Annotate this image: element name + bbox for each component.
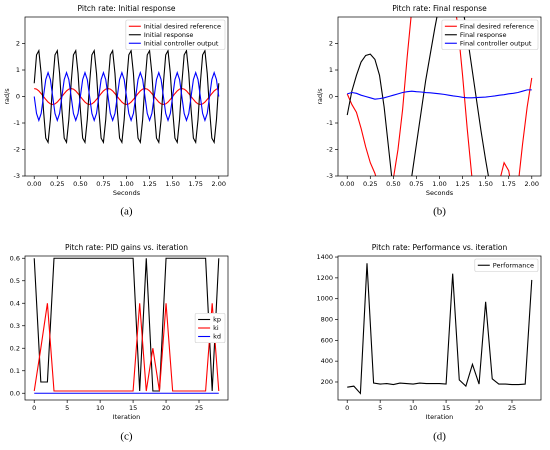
legend-label: kd xyxy=(213,333,221,341)
legend-label: kp xyxy=(213,316,221,324)
y-axis-label: rad/s xyxy=(3,88,11,105)
y-tick-label: 800 xyxy=(321,316,333,324)
legend-label: Final controller output xyxy=(460,39,532,47)
x-tick-label: 0.25 xyxy=(50,180,64,188)
legend-box xyxy=(125,19,226,50)
x-tick-label: 15 xyxy=(442,404,450,412)
series-line xyxy=(34,87,219,106)
x-tick-label: 0 xyxy=(32,404,36,412)
chart-title: Pitch rate: Final response xyxy=(392,4,487,13)
x-tick-label: 2.00 xyxy=(525,180,539,188)
legend-label: Initial desired reference xyxy=(144,22,221,30)
y-tick-label: 0.4 xyxy=(10,299,20,307)
y-tick-label: 0.1 xyxy=(10,367,20,375)
series-line xyxy=(33,303,220,392)
y-axis-label: rad/s xyxy=(316,88,324,105)
y-tick-label: 1400 xyxy=(316,253,333,261)
axes-frame xyxy=(337,255,542,401)
x-tick-label: 25 xyxy=(195,404,203,412)
legend-box xyxy=(441,19,539,50)
x-axis-label: Seconds xyxy=(113,189,141,197)
y-tick-label: -1 xyxy=(327,119,333,127)
x-axis-label: Seconds xyxy=(426,189,454,197)
legend-label: Performance xyxy=(493,261,534,269)
y-tick-label: -2 xyxy=(327,146,333,154)
y-tick-label: 0.6 xyxy=(10,254,20,262)
x-tick-label: 1.75 xyxy=(188,180,202,188)
x-tick-label: 1.00 xyxy=(119,180,133,188)
x-tick-label: 0.50 xyxy=(73,180,87,188)
x-tick-label: 1.25 xyxy=(455,180,469,188)
x-tick-label: 20 xyxy=(475,404,483,412)
caption: (c) xyxy=(120,431,133,443)
chart-title: Pitch rate: Initial response xyxy=(78,4,176,13)
x-tick-label: 0.50 xyxy=(386,180,400,188)
y-tick-label: -1 xyxy=(14,119,20,127)
y-tick-label: 0.2 xyxy=(10,344,20,352)
x-tick-label: 25 xyxy=(508,404,516,412)
y-tick-label: 1 xyxy=(329,66,333,74)
y-tick-label: 1 xyxy=(16,66,20,74)
series-line xyxy=(33,257,220,392)
x-tick-label: 2.00 xyxy=(212,180,226,188)
series-line xyxy=(347,89,532,100)
series-line xyxy=(346,17,533,176)
x-tick-label: 1.25 xyxy=(142,180,156,188)
x-tick-label: 0 xyxy=(345,404,349,412)
y-tick-label: -3 xyxy=(14,172,20,180)
x-axis-label: Iteration xyxy=(426,413,454,421)
x-tick-label: 0.00 xyxy=(340,180,354,188)
legend: Performance xyxy=(474,258,539,272)
y-tick-label: 0 xyxy=(329,93,333,101)
caption: (b) xyxy=(433,206,446,218)
x-tick-label: 0.00 xyxy=(27,180,41,188)
legend-label: Final response xyxy=(460,31,507,39)
series-line xyxy=(33,48,220,145)
y-tick-label: 400 xyxy=(321,357,333,365)
x-tick-label: 15 xyxy=(129,404,137,412)
y-tick-label: 0.5 xyxy=(10,277,20,285)
y-tick-label: 0.3 xyxy=(10,322,20,330)
series-line xyxy=(347,263,533,395)
x-tick-label: 0.25 xyxy=(363,180,377,188)
chart-title: Pitch rate: Performance vs. iteration xyxy=(372,243,508,252)
legend-label: Initial response xyxy=(144,31,194,39)
x-tick-label: 1.75 xyxy=(501,180,515,188)
x-axis-label: Iteration xyxy=(113,413,141,421)
x-tick-label: 20 xyxy=(162,404,170,412)
x-tick-label: 5 xyxy=(378,404,382,412)
x-tick-label: 1.50 xyxy=(478,180,492,188)
y-tick-label: 1200 xyxy=(316,274,333,282)
y-tick-label: 1000 xyxy=(316,295,333,303)
y-tick-label: -3 xyxy=(327,172,333,180)
x-tick-label: 10 xyxy=(96,404,104,412)
y-tick-label: 0.0 xyxy=(10,389,20,397)
caption: (a) xyxy=(120,206,133,218)
legend-label: Final desired reference xyxy=(460,22,534,30)
y-tick-label: 600 xyxy=(321,336,333,344)
y-tick-label: 0 xyxy=(16,93,20,101)
x-tick-label: 0.75 xyxy=(96,180,110,188)
x-tick-label: 1.00 xyxy=(432,180,446,188)
x-tick-label: 0.75 xyxy=(409,180,423,188)
caption: (d) xyxy=(433,431,446,443)
y-tick-label: -2 xyxy=(14,146,20,154)
y-tick-label: 200 xyxy=(321,378,333,386)
legend-label: Initial controller output xyxy=(144,39,219,47)
y-tick-label: 2 xyxy=(329,40,333,48)
x-tick-label: 10 xyxy=(409,404,417,412)
y-tick-label: 2 xyxy=(16,40,20,48)
legend-label: ki xyxy=(213,324,219,332)
x-tick-label: 5 xyxy=(65,404,69,412)
legend-box xyxy=(474,258,539,272)
axes-frame xyxy=(24,255,229,401)
chart-title: Pitch rate: PID gains vs. iteration xyxy=(65,243,188,252)
x-tick-label: 1.50 xyxy=(165,180,179,188)
series-line xyxy=(33,70,220,123)
series-line xyxy=(346,17,489,176)
